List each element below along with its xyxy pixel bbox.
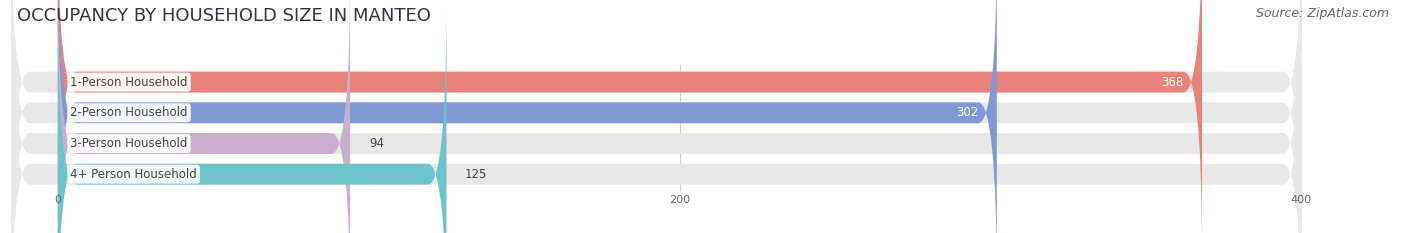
- Text: 302: 302: [956, 106, 979, 119]
- Text: OCCUPANCY BY HOUSEHOLD SIZE IN MANTEO: OCCUPANCY BY HOUSEHOLD SIZE IN MANTEO: [17, 7, 430, 25]
- Text: Source: ZipAtlas.com: Source: ZipAtlas.com: [1256, 7, 1389, 20]
- FancyBboxPatch shape: [11, 0, 1302, 233]
- Text: 3-Person Household: 3-Person Household: [70, 137, 187, 150]
- Text: 2-Person Household: 2-Person Household: [70, 106, 188, 119]
- Text: 4+ Person Household: 4+ Person Household: [70, 168, 197, 181]
- Text: 368: 368: [1161, 76, 1184, 89]
- Text: 125: 125: [465, 168, 488, 181]
- Text: 1-Person Household: 1-Person Household: [70, 76, 188, 89]
- FancyBboxPatch shape: [11, 0, 1302, 233]
- FancyBboxPatch shape: [58, 0, 447, 233]
- FancyBboxPatch shape: [58, 0, 997, 233]
- FancyBboxPatch shape: [58, 0, 350, 233]
- FancyBboxPatch shape: [11, 0, 1302, 233]
- FancyBboxPatch shape: [58, 0, 1202, 233]
- Text: 94: 94: [368, 137, 384, 150]
- FancyBboxPatch shape: [11, 0, 1302, 233]
